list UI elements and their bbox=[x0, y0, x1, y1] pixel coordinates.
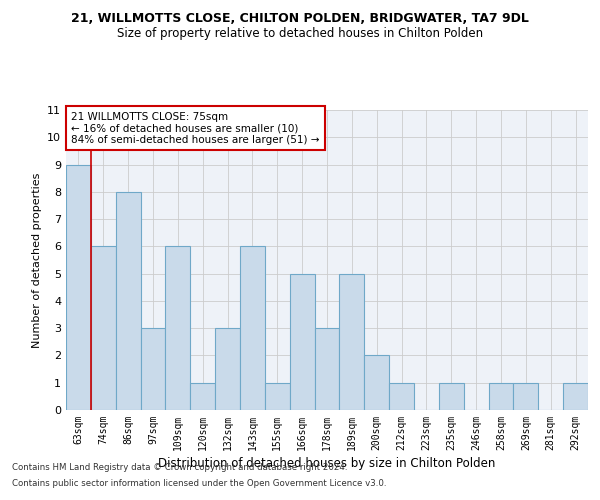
Text: Contains HM Land Registry data © Crown copyright and database right 2024.: Contains HM Land Registry data © Crown c… bbox=[12, 464, 347, 472]
Bar bbox=[514, 382, 538, 410]
Bar bbox=[563, 382, 588, 410]
Bar bbox=[190, 382, 215, 410]
Bar bbox=[364, 356, 389, 410]
Bar bbox=[66, 164, 91, 410]
Bar bbox=[166, 246, 190, 410]
Bar bbox=[314, 328, 340, 410]
Text: Size of property relative to detached houses in Chilton Polden: Size of property relative to detached ho… bbox=[117, 28, 483, 40]
Bar bbox=[290, 274, 314, 410]
Bar bbox=[140, 328, 166, 410]
Text: 21, WILLMOTTS CLOSE, CHILTON POLDEN, BRIDGWATER, TA7 9DL: 21, WILLMOTTS CLOSE, CHILTON POLDEN, BRI… bbox=[71, 12, 529, 26]
Bar bbox=[340, 274, 364, 410]
Text: Contains public sector information licensed under the Open Government Licence v3: Contains public sector information licen… bbox=[12, 478, 386, 488]
Bar bbox=[215, 328, 240, 410]
X-axis label: Distribution of detached houses by size in Chilton Polden: Distribution of detached houses by size … bbox=[158, 457, 496, 470]
Bar bbox=[488, 382, 514, 410]
Bar bbox=[439, 382, 464, 410]
Bar bbox=[265, 382, 290, 410]
Bar bbox=[116, 192, 140, 410]
Text: 21 WILLMOTTS CLOSE: 75sqm
← 16% of detached houses are smaller (10)
84% of semi-: 21 WILLMOTTS CLOSE: 75sqm ← 16% of detac… bbox=[71, 112, 320, 144]
Y-axis label: Number of detached properties: Number of detached properties bbox=[32, 172, 41, 348]
Bar bbox=[240, 246, 265, 410]
Bar bbox=[389, 382, 414, 410]
Bar bbox=[91, 246, 116, 410]
